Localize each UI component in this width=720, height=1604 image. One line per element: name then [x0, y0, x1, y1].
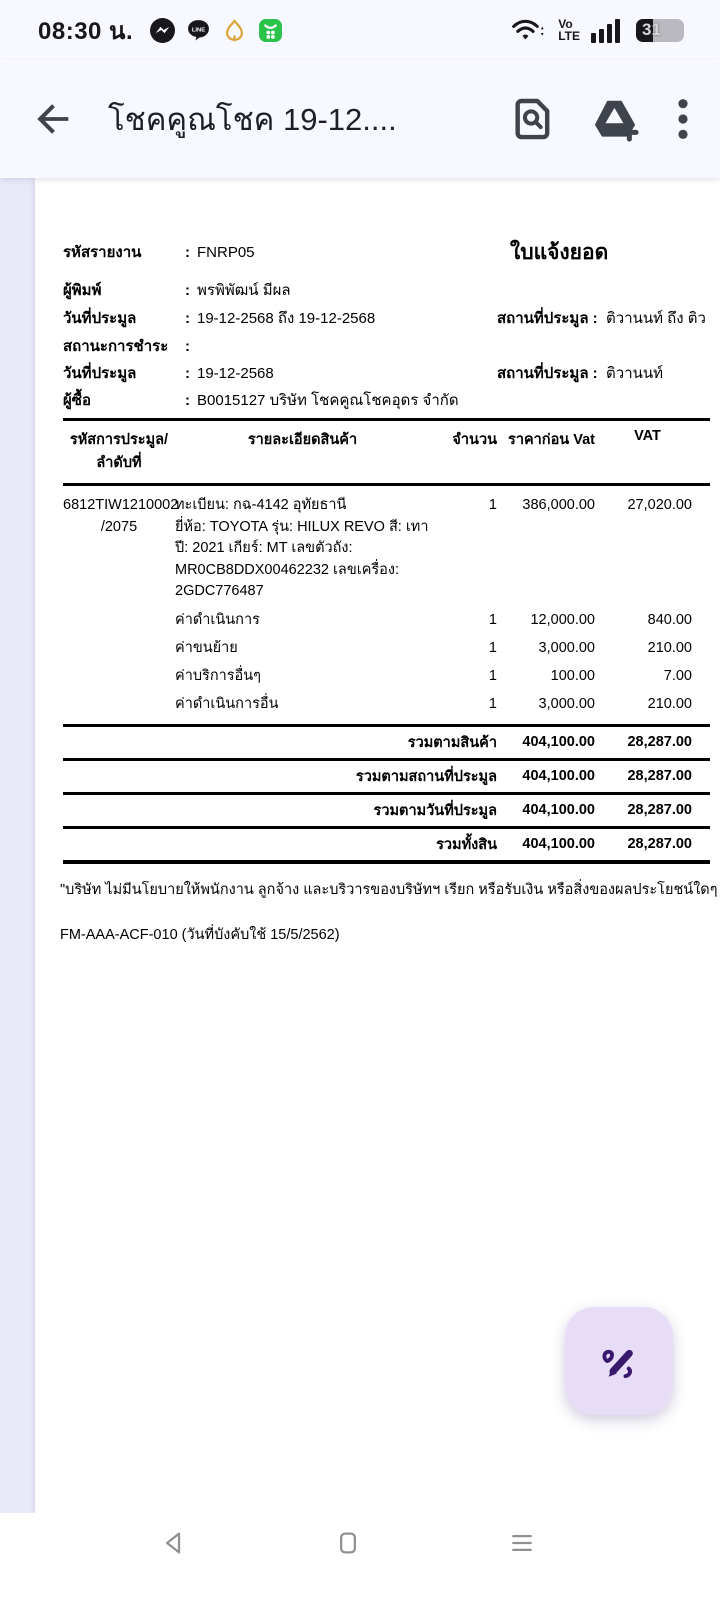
policy-note: "บริษัท ไม่มีนโยบายให้พนักงาน ลูกจ้าง แล… [60, 881, 720, 898]
table-row-fee: ค่าดำเนินการ 1 12,000.00 840.00 [175, 611, 692, 628]
nav-home-button[interactable] [326, 1521, 370, 1565]
total-by-place-row: รวมตามสถานที่ประมูล 404,100.00 28,287.00 [355, 768, 692, 785]
back-arrow-icon [37, 104, 69, 134]
overflow-menu-button[interactable] [674, 96, 692, 142]
drive-add-icon [594, 100, 639, 142]
table-row-fee: ค่าขนย้าย 1 3,000.00 210.00 [175, 639, 692, 656]
find-in-document-button[interactable] [510, 96, 556, 142]
form-code: FM-AAA-ACF-010 (วันที่บังคับใช้ 15/5/256… [60, 926, 340, 943]
info-row-buyer: ผู้ซื้อ: B0015127 บริษัท โชคคูณโชคอุดร จำ… [63, 392, 459, 409]
table-bottom-border [63, 859, 710, 864]
back-button[interactable] [30, 96, 76, 142]
total-by-date-row: รวมตามวันที่ประมูล 404,100.00 28,287.00 [373, 802, 692, 819]
kebab-menu-icon [678, 99, 688, 139]
signal-strength-icon [591, 19, 620, 43]
find-in-document-icon [515, 98, 550, 140]
table-row-fee: ค่าดำเนินการอื่น 1 3,000.00 210.00 [175, 695, 692, 712]
vehicle-qty: 1 [488, 497, 497, 513]
table-row-vehicle: 6812TIW1210002 /2075 ทะเบียน: กฉ-4142 อุ… [63, 486, 710, 603]
header-price-before-vat: ราคาก่อน Vat [508, 432, 595, 448]
header-auction-code: รหัสการประมูล/ ลำดับที่ [69, 432, 169, 471]
table-divider [63, 825, 710, 829]
nav-back-button[interactable] [152, 1521, 196, 1565]
add-to-drive-button[interactable] [590, 96, 640, 142]
info-row-auction-date: วันที่ประมูล:19-12-2568 [63, 365, 274, 382]
info-right-auction-place: สถานที่ประมูล : ติวานนท์ [497, 365, 664, 382]
info-row-payment-status: สถานะการชำระ: [63, 338, 190, 355]
table-row-fee: ค่าบริการอื่นๆ 1 100.00 7.00 [175, 667, 692, 684]
total-by-product-row: รวมตามสินค้า 404,100.00 28,287.00 [407, 734, 692, 751]
line-notification-icon: LINE [188, 19, 210, 40]
header-description: รายละเอียดสินค้า [247, 432, 358, 448]
pdf-viewer[interactable]: ใบแจ้งยอด รหัสรายงาน: FNRP05 ผู้พิมพ์: พรพ… [0, 178, 720, 1513]
grand-total-row: รวมทั้งสิน 404,100.00 28,287.00 [436, 836, 692, 853]
info-right-auction-place-range: สถานที่ประมูล : ติวานนท์ ถึง ติว [497, 310, 706, 327]
status-bar: 08:30 น. LINE [0, 0, 720, 60]
annotate-fab[interactable] [565, 1307, 673, 1415]
navigation-bar [0, 1513, 720, 1604]
volte-indicator: Vo LTE [558, 17, 580, 43]
invoice-table: รหัสการประมูล/ ลำดับที่ รายละเอียดสินค้า… [63, 418, 710, 864]
clock: 08:30 น. [38, 17, 134, 45]
header-quantity: จำนวน [452, 432, 497, 448]
auction-code: 6812TIW1210002 /2075 [63, 497, 179, 535]
nav-recents-button[interactable] [500, 1521, 544, 1565]
statement-title: ใบแจ้งยอด [510, 241, 609, 264]
table-divider [63, 757, 710, 761]
table-divider [63, 791, 710, 795]
vehicle-vat: 27,020.00 [627, 497, 692, 513]
info-row-printer: ผู้พิมพ์: พรพิพัฒน์ มีผล [63, 282, 291, 299]
header-vat: VAT [634, 428, 661, 444]
green-app-notification-icon [259, 18, 283, 42]
document-page: ใบแจ้งยอด รหัสรายงาน: FNRP05 ผู้พิมพ์: พรพ… [35, 178, 720, 1513]
info-row-auction-date-range: วันที่ประมูล:19-12-2568 ถึง 19-12-2568 [63, 310, 376, 327]
info-row-report-code: รหัสรายงาน: FNRP05 [63, 244, 255, 261]
vehicle-description: ทะเบียน: กฉ-4142 อุทัยธานี ยี่ห้อ: TOYOT… [175, 497, 429, 599]
document-title: โชคคูณโชค 19-12.... [108, 102, 397, 137]
nav-recents-lines-icon [512, 1535, 532, 1551]
table-header-row: รหัสการประมูล/ ลำดับที่ รายละเอียดสินค้า… [63, 418, 710, 486]
battery-indicator: 31 [636, 18, 684, 42]
svg-text:LINE: LINE [192, 27, 205, 33]
nav-back-triangle-icon [166, 1532, 181, 1554]
document-header: ใบแจ้งยอด รหัสรายงาน: FNRP05 ผู้พิมพ์: พรพ… [35, 178, 720, 418]
signature-pen-icon [602, 1349, 633, 1379]
wifi-icon [512, 19, 544, 40]
bank-lotus-notification-icon [226, 19, 244, 41]
vehicle-price: 386,000.00 [522, 497, 595, 513]
table-divider [63, 723, 710, 727]
fee-rows: ค่าดำเนินการ 1 12,000.00 840.00 ค่าขนย้า… [63, 603, 710, 724]
nav-home-square-icon [340, 1532, 356, 1554]
app-bar: โชคคูณโชค 19-12.... [0, 60, 720, 178]
messenger-notification-icon [150, 17, 176, 43]
